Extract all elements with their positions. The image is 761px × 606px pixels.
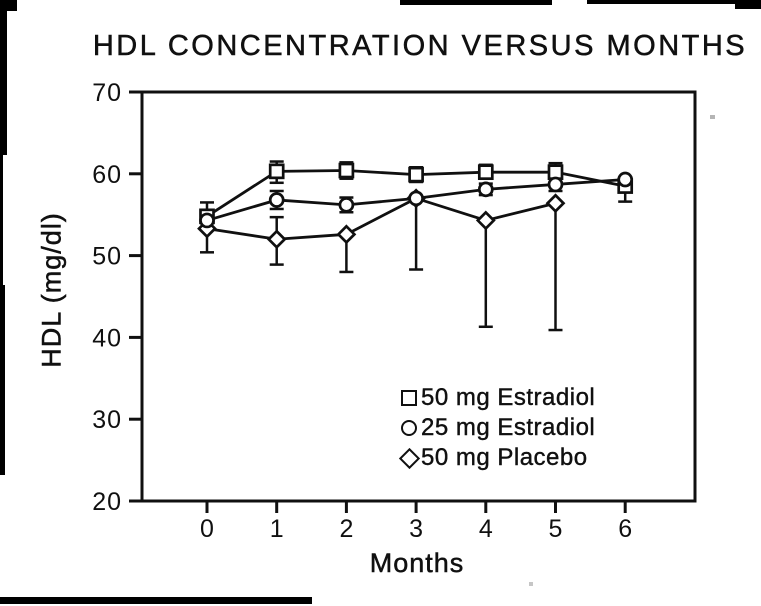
- scan-artifact-bottom-bar: [0, 597, 312, 604]
- legend-label: 25 mg Estradiol: [421, 414, 596, 441]
- svg-text:40: 40: [92, 324, 122, 352]
- svg-text:4: 4: [479, 515, 493, 543]
- svg-text:60: 60: [92, 161, 122, 189]
- scan-artifact-speck: [529, 582, 533, 586]
- svg-text:5: 5: [549, 515, 563, 543]
- svg-text:1: 1: [270, 515, 284, 543]
- chart-title: HDL CONCENTRATION VERSUS MONTHS: [92, 30, 748, 63]
- scan-artifact-left-strip: [0, 285, 5, 475]
- svg-text:50: 50: [92, 243, 122, 271]
- square-marker-icon: [401, 390, 417, 406]
- scan-artifact-corner: [735, 0, 761, 9]
- svg-text:30: 30: [92, 406, 122, 434]
- scan-artifact-top-edge: [517, 0, 528, 5]
- svg-text:0: 0: [200, 515, 214, 543]
- svg-text:3: 3: [409, 515, 423, 543]
- legend-label: 50 mg Estradiol: [421, 384, 596, 411]
- svg-text:20: 20: [92, 488, 122, 516]
- x-axis-label: Months: [369, 548, 465, 579]
- scan-artifact-top-edge: [400, 0, 552, 5]
- legend-item-25mg-estradiol: 25 mg Estradiol: [397, 413, 595, 443]
- legend-item-50mg-estradiol: 50 mg Estradiol: [397, 383, 595, 413]
- legend-label: 50 mg Placebo: [421, 444, 588, 471]
- scan-artifact-left-strip: [0, 0, 7, 155]
- scan-artifact-top-edge: [587, 0, 735, 4]
- circle-marker-icon: [401, 420, 417, 436]
- svg-text:2: 2: [339, 515, 353, 543]
- svg-text:70: 70: [92, 79, 122, 107]
- scan-artifact-left-strip: [0, 155, 3, 285]
- scan-artifact-corner: [0, 0, 17, 11]
- svg-text:6: 6: [618, 515, 632, 543]
- scan-artifact-speck: [710, 115, 715, 119]
- diamond-marker-icon: [398, 447, 420, 469]
- legend-item-50mg-placebo: 50 mg Placebo: [397, 443, 595, 473]
- legend: 50 mg Estradiol 25 mg Estradiol 50 mg Pl…: [397, 383, 595, 473]
